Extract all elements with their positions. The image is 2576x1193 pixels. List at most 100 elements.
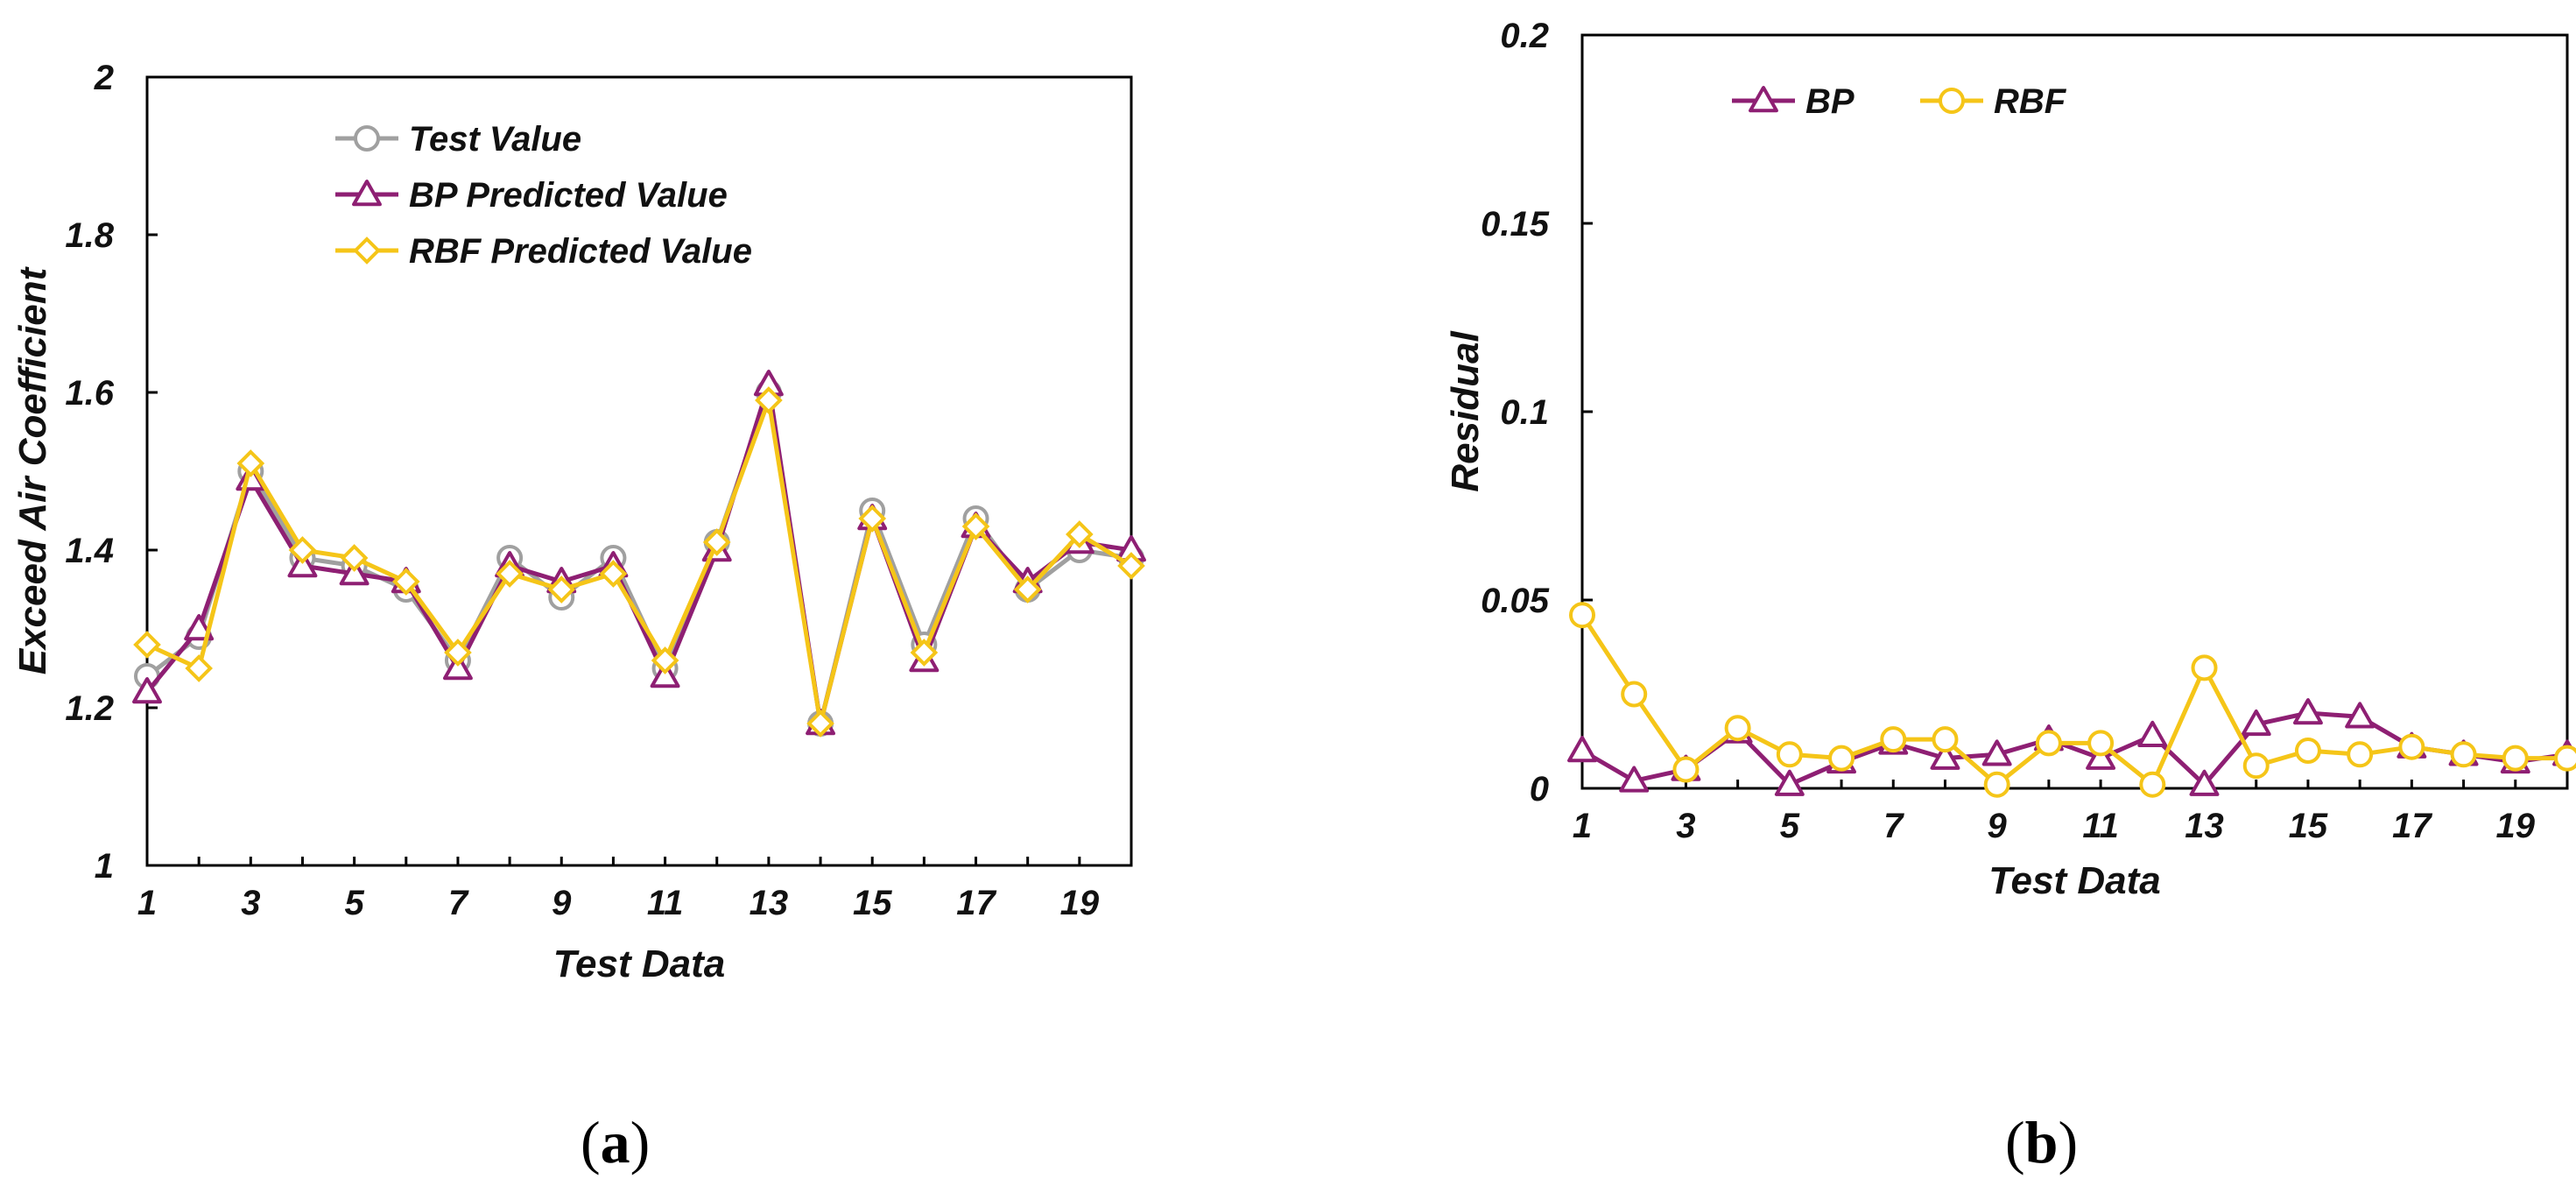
data-point: [2398, 733, 2425, 760]
y-tick-label: 1.6: [65, 374, 114, 413]
data-point: [391, 568, 420, 596]
data-point: [910, 639, 939, 667]
plot-frame: [145, 75, 1133, 867]
series-test-value: [134, 379, 1144, 737]
data-point: [1013, 575, 1042, 604]
y-axis: 0 0.05 0.1 0.15 0.2: [1481, 17, 1593, 808]
data-point: [2347, 741, 2374, 768]
legend-marker: [353, 236, 381, 265]
y-axis-title: Exceed Air Coefficient: [11, 265, 54, 674]
series-bp-predicted-value: [132, 370, 1146, 736]
legend-entry-label: BP Predicted Value: [409, 176, 728, 215]
x-tick-label: 7: [448, 884, 469, 922]
data-point: [651, 646, 679, 674]
x-tick-label: 3: [1676, 807, 1695, 845]
data-point: [1932, 726, 1959, 753]
data-point: [858, 505, 887, 533]
data-point: [287, 551, 318, 578]
legend-marker: [352, 180, 382, 207]
data-point: [2554, 745, 2576, 772]
data-point: [1621, 681, 1648, 708]
x-tick-label: 5: [1780, 807, 1800, 845]
x-tick-label: 5: [345, 884, 365, 922]
x-axis: 1 3 5 7 9 11 13 15 17 19: [137, 857, 1133, 922]
y-tick-label: 2: [94, 59, 114, 97]
plot-frame: [1580, 33, 2569, 790]
data-point: [2294, 738, 2321, 764]
x-tick-label: 17: [2392, 807, 2432, 845]
data-point: [442, 653, 473, 681]
data-point: [1724, 715, 1751, 742]
data-point: [1981, 739, 2012, 766]
legend-marker: [1939, 88, 1965, 114]
x-tick-label: 9: [552, 884, 572, 922]
data-point: [806, 709, 834, 738]
data-point: [236, 449, 265, 477]
x-tick-label: 7: [1883, 807, 1904, 845]
data-point: [1983, 771, 2010, 798]
data-point: [1880, 726, 1907, 753]
data-point: [2035, 730, 2062, 757]
data-point: [2241, 709, 2271, 737]
data-point: [1117, 552, 1145, 580]
x-tick-label: 1: [1573, 807, 1592, 845]
data-point: [2242, 752, 2270, 780]
data-point: [1828, 745, 1855, 772]
x-tick-label: 17: [956, 884, 996, 922]
legend-entry-label: RBF: [1994, 82, 2067, 121]
data-point: [1774, 769, 1805, 796]
y-tick-label: 0.1: [1500, 393, 1549, 432]
series-rbf-predicted-value: [133, 386, 1145, 738]
y-tick-label: 0.15: [1481, 205, 1550, 244]
data-point: [288, 536, 317, 564]
data-point: [2292, 698, 2323, 725]
data-point: [339, 559, 370, 586]
y-tick-label: 1.2: [65, 689, 114, 728]
data-point: [184, 614, 215, 641]
data-point: [599, 560, 628, 588]
legend-entry-label: Test Value: [409, 120, 581, 159]
y-axis: 1 1.2 1.4 1.6 1.8 2: [65, 59, 158, 886]
x-tick-label: 13: [750, 884, 789, 922]
x-tick-label: 19: [1060, 884, 1100, 922]
x-tick-label: 19: [2496, 807, 2536, 845]
panel-label: (b): [2005, 1109, 2078, 1175]
legend-marker: [1749, 86, 1778, 113]
x-tick-label: 11: [2082, 807, 2119, 845]
data-point: [755, 386, 783, 414]
x-tick-label: 15: [2289, 807, 2328, 845]
data-point: [2191, 654, 2218, 681]
data-point: [1066, 520, 1094, 548]
data-point: [547, 575, 576, 604]
y-tick-label: 1.8: [65, 216, 114, 255]
legend-entry-label: RBF Predicted Value: [409, 232, 752, 271]
data-point: [1672, 756, 1700, 783]
series-rbf: [1569, 602, 2576, 798]
panel-label: (a): [581, 1109, 650, 1175]
data-point: [961, 512, 990, 540]
legend-entry-label: BP: [1805, 82, 1855, 121]
y-axis-title: Residual: [1444, 331, 1487, 492]
data-point: [133, 631, 161, 659]
x-axis-title: Test Data: [1988, 859, 2160, 902]
data-point: [2139, 771, 2166, 798]
data-point: [1776, 741, 1803, 768]
series-line: [1580, 613, 2567, 787]
legend-marker: [354, 125, 380, 152]
y-tick-label: 0.2: [1500, 17, 1549, 55]
data-point: [496, 560, 524, 588]
y-tick-label: 0: [1530, 770, 1549, 808]
legend: Test Value BP Predicted Value RBF Predicte…: [335, 120, 752, 271]
x-tick-label: 13: [2185, 807, 2224, 845]
data-point: [132, 677, 162, 704]
x-axis-title: Test Data: [553, 942, 725, 985]
x-tick-label: 11: [647, 884, 684, 922]
x-tick-label: 1: [137, 884, 157, 922]
data-point: [1930, 743, 1960, 770]
x-tick-label: 3: [241, 884, 260, 922]
data-point: [185, 654, 213, 682]
legend: BP RBF: [1732, 82, 2067, 121]
